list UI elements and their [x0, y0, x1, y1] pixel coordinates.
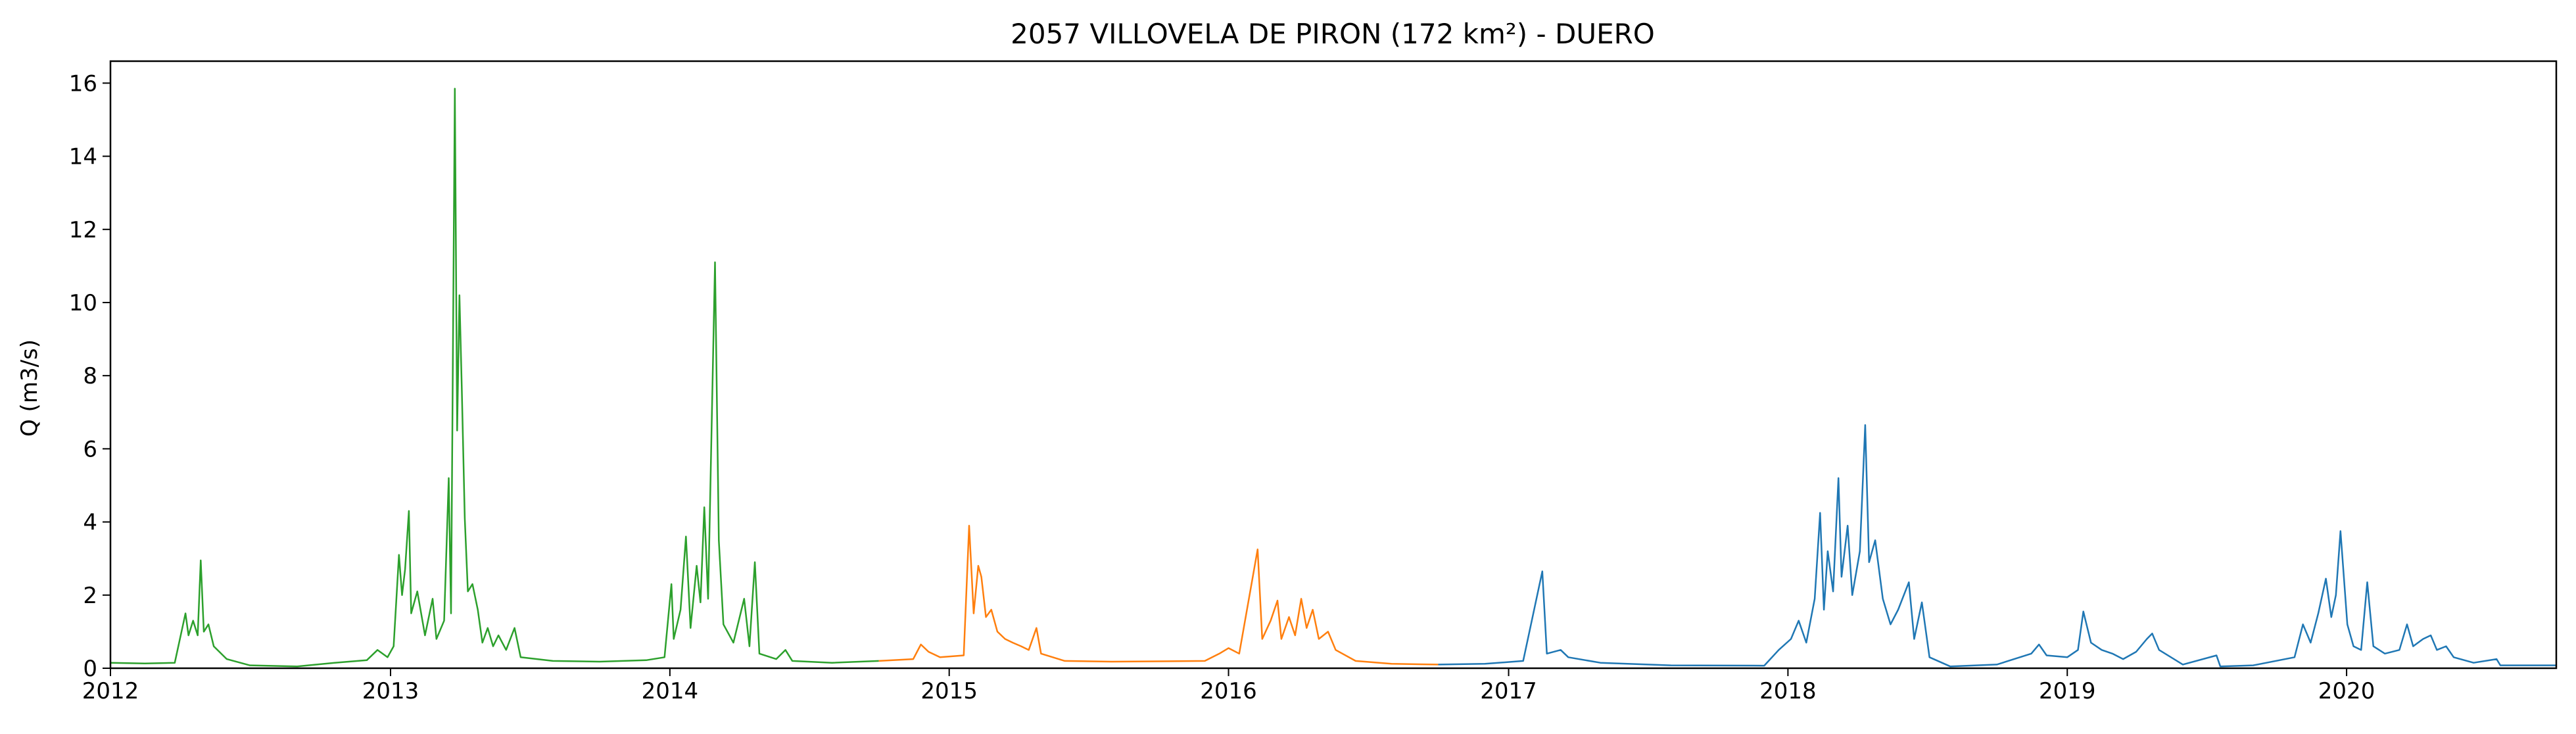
x-tick-label: 2019 — [2039, 678, 2096, 704]
series-line-2 — [878, 524, 1439, 666]
axis-layer: 2012 2013 2014 2015 2016 2017 2018 2019 2020 0 2 4 6… — [69, 70, 2375, 704]
y-tick-label: 0 — [83, 656, 97, 682]
y-axis-label: Q (m3/s) — [16, 339, 43, 437]
y-tick-label: 2 — [83, 583, 97, 609]
x-tick-label: 2013 — [362, 678, 419, 704]
x-tick-label: 2012 — [82, 678, 139, 704]
x-tick-label: 2017 — [1480, 678, 1537, 704]
x-tick-label: 2018 — [1759, 678, 1817, 704]
x-tick-label: 2020 — [2318, 678, 2375, 704]
chart-title: 2057 VILLOVELA DE PIRON (172 km²) - DUER… — [1011, 18, 1655, 50]
series-line-3 — [1438, 424, 2556, 668]
x-tick-label: 2014 — [642, 678, 699, 704]
series-layer — [110, 87, 2556, 668]
y-tick-label: 12 — [69, 217, 97, 243]
x-tick-label: 2016 — [1200, 678, 1257, 704]
series-line-1 — [110, 87, 879, 668]
y-tick-label: 16 — [69, 70, 97, 97]
y-tick-label: 6 — [83, 436, 97, 462]
y-tick-label: 8 — [83, 363, 97, 389]
plot-frame — [109, 60, 2558, 670]
y-tick-label: 4 — [83, 510, 97, 536]
x-tick-label: 2015 — [920, 678, 978, 704]
y-tick-label: 14 — [69, 144, 97, 170]
y-tick-label: 10 — [69, 290, 97, 316]
